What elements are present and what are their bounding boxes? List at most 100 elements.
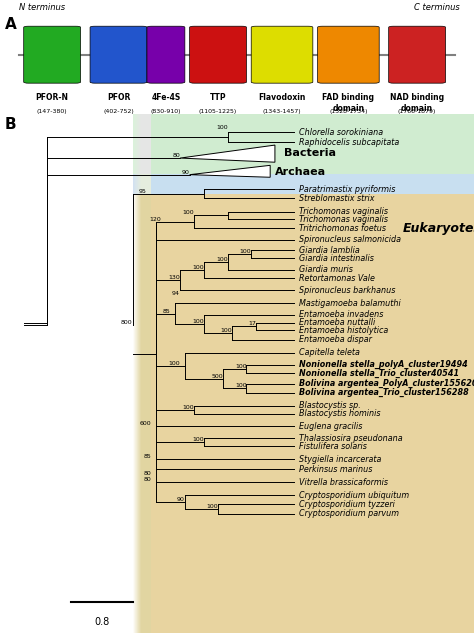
Text: Spironucleus salmonicida: Spironucleus salmonicida (299, 235, 401, 244)
Bar (136, 114, 146, 173)
Text: Streblomastix strix: Streblomastix strix (299, 194, 374, 203)
Text: 4Fe-4S: 4Fe-4S (151, 94, 181, 103)
Bar (137, 173, 146, 194)
Bar (138, 114, 148, 173)
Text: Retortamonas Vale: Retortamonas Vale (299, 274, 374, 283)
Text: B: B (5, 116, 17, 132)
Text: Bolivina argentea_Trio_cluster156288: Bolivina argentea_Trio_cluster156288 (299, 388, 468, 398)
Text: 0.8: 0.8 (94, 617, 109, 627)
Text: Capitella teleta: Capitella teleta (299, 348, 359, 357)
Bar (141, 194, 151, 633)
Bar (133, 114, 142, 173)
Bar (139, 194, 149, 633)
Text: Cryptosporidium parvum: Cryptosporidium parvum (299, 509, 399, 518)
Bar (139, 173, 149, 194)
Bar (133, 194, 142, 633)
Text: 100: 100 (216, 257, 228, 262)
Text: Bacteria: Bacteria (284, 148, 337, 158)
Bar (133, 194, 142, 633)
Text: 500: 500 (211, 373, 223, 379)
Bar (133, 114, 143, 173)
Text: 90: 90 (177, 497, 185, 502)
Text: 130: 130 (168, 275, 180, 280)
Bar (138, 114, 147, 173)
Bar (137, 114, 147, 173)
Bar (136, 173, 145, 194)
Bar (139, 114, 148, 173)
Text: (402-752): (402-752) (103, 110, 134, 115)
Bar (134, 173, 144, 194)
Bar (138, 114, 147, 173)
Text: Fistulifera solaris: Fistulifera solaris (299, 442, 366, 451)
FancyBboxPatch shape (190, 26, 246, 83)
Text: 100: 100 (235, 364, 246, 369)
Bar (141, 194, 150, 633)
Text: Paratrimastix pyriformis: Paratrimastix pyriformis (299, 185, 395, 194)
Bar (133, 173, 142, 194)
Bar (135, 194, 145, 633)
Text: Thalassiosira pseudonana: Thalassiosira pseudonana (299, 434, 402, 443)
Text: 800: 800 (121, 320, 133, 325)
Bar (136, 194, 145, 633)
Text: Entamoeba histolytica: Entamoeba histolytica (299, 326, 388, 335)
Bar (135, 173, 144, 194)
Bar (137, 173, 146, 194)
Bar (134, 194, 144, 633)
Bar (133, 114, 143, 173)
Bar (137, 194, 147, 633)
Text: 600: 600 (140, 422, 152, 426)
Text: Bolivina argentea_PolyA_cluster155620: Bolivina argentea_PolyA_cluster155620 (299, 379, 474, 389)
Text: 80: 80 (173, 153, 180, 158)
Text: A: A (5, 17, 17, 32)
Text: Tritrichomonas foetus: Tritrichomonas foetus (299, 223, 386, 233)
Bar (134, 114, 144, 173)
Bar (137, 194, 146, 633)
Text: Archaea: Archaea (275, 166, 326, 177)
Text: Nonionella stella_Trio_cluster40541: Nonionella stella_Trio_cluster40541 (299, 369, 459, 378)
Text: Cryptosporidium ubiquitum: Cryptosporidium ubiquitum (299, 491, 409, 500)
Text: 90: 90 (182, 170, 190, 175)
Bar (138, 173, 147, 194)
Bar (140, 114, 150, 173)
Bar (139, 173, 149, 194)
Bar (134, 114, 143, 173)
Text: Spironucleus barkhanus: Spironucleus barkhanus (299, 286, 395, 295)
Bar (140, 194, 150, 633)
Bar (135, 173, 145, 194)
Bar (139, 194, 149, 633)
Bar (133, 173, 142, 194)
Bar (137, 173, 146, 194)
Bar (137, 194, 147, 633)
Bar (139, 194, 148, 633)
Bar (141, 173, 150, 194)
Bar (137, 114, 146, 173)
Bar (134, 194, 144, 633)
Text: Giardia intestinalis: Giardia intestinalis (299, 254, 374, 263)
Bar (137, 194, 146, 633)
Bar (140, 114, 150, 173)
Text: Stygiella incarcerata: Stygiella incarcerata (299, 454, 381, 463)
Polygon shape (180, 145, 275, 162)
Text: 100: 100 (216, 125, 228, 130)
Bar (136, 114, 146, 173)
Text: 94: 94 (172, 291, 180, 296)
Text: 80: 80 (144, 477, 152, 482)
Bar (139, 114, 149, 173)
Bar (141, 114, 150, 173)
FancyBboxPatch shape (0, 114, 133, 633)
Bar (135, 114, 145, 173)
Bar (133, 114, 142, 173)
Bar (135, 194, 144, 633)
Text: 120: 120 (149, 216, 161, 222)
Text: 100: 100 (239, 249, 251, 254)
Text: NAD binding
domain: NAD binding domain (390, 94, 444, 113)
Bar (138, 114, 148, 173)
Text: 100: 100 (220, 328, 232, 333)
Text: (1528-1734): (1528-1734) (329, 110, 368, 115)
Bar (134, 114, 143, 173)
Text: (1105-1225): (1105-1225) (199, 110, 237, 115)
Bar (135, 194, 145, 633)
Text: (1766-1879): (1766-1879) (398, 110, 436, 115)
Bar (139, 194, 148, 633)
Bar (139, 114, 149, 173)
